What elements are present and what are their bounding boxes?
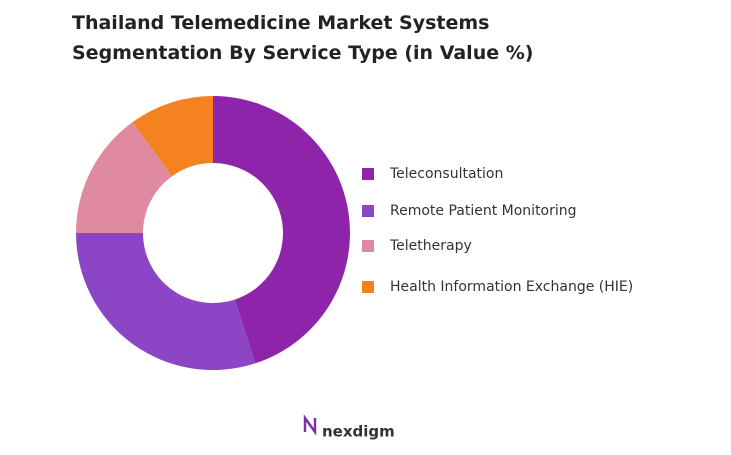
legend-swatch [362, 240, 374, 252]
legend-swatch [362, 281, 374, 293]
legend-swatch [362, 168, 374, 180]
chart-title: Thailand Telemedicine Market Systems Seg… [72, 12, 534, 64]
logo-text: nexdigm [322, 423, 395, 441]
legend-label: Teletherapy [389, 238, 472, 254]
slice [76, 233, 256, 370]
slice [132, 96, 213, 177]
slice [213, 96, 350, 364]
logo-icon [303, 414, 317, 436]
slice [76, 122, 172, 233]
logo-mark [303, 414, 317, 436]
legend-label: Teleconsultation [389, 166, 503, 182]
legend-label: Remote Patient Monitoring [390, 203, 577, 219]
legend-label: Health Information Exchange (HIE) [390, 279, 633, 295]
legend-swatch [362, 205, 374, 217]
